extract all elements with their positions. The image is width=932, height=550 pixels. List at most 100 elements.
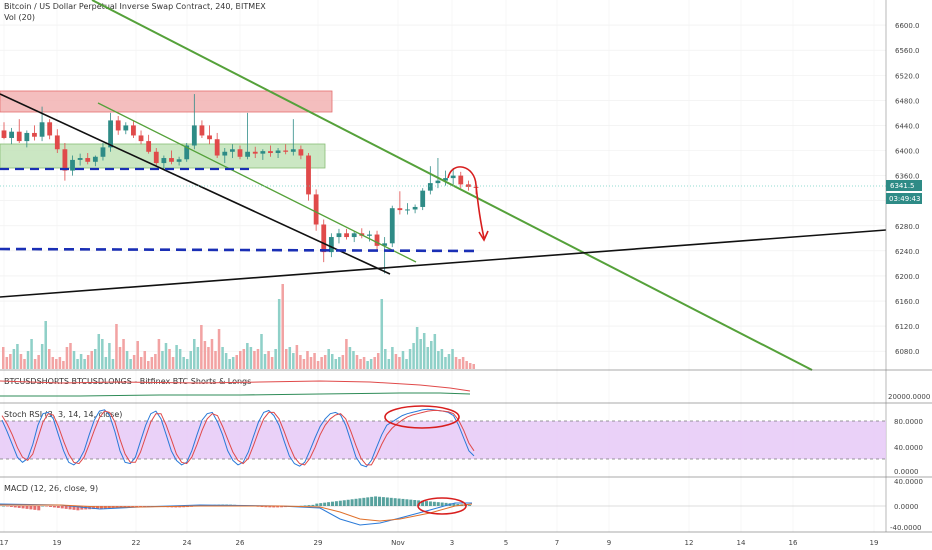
volume-bar — [83, 359, 86, 369]
volume-bar — [263, 354, 267, 369]
volume-bar — [200, 325, 203, 369]
macd-signal-line — [0, 503, 473, 522]
volume-bar — [175, 345, 178, 369]
volume-bar — [320, 357, 323, 369]
volume-bar — [415, 327, 419, 369]
volume-bar — [193, 339, 196, 369]
volume-bar — [72, 351, 76, 369]
volume-bar — [256, 349, 260, 369]
volume-bar — [62, 361, 65, 369]
shorts-longs-axis-label: 20000.0000 — [888, 393, 930, 401]
macd-axis-label-0: 0.0000 — [894, 503, 919, 511]
macd-histogram-bar — [13, 506, 17, 508]
volume-bar — [221, 347, 224, 369]
macd-histogram-bar — [56, 506, 60, 508]
volume-bar — [316, 361, 320, 369]
candle-body — [458, 175, 464, 185]
macd-histogram-bar — [41, 506, 45, 507]
macd-histogram-bar — [49, 506, 52, 507]
volume-bar — [433, 334, 437, 369]
red-arrow-head — [478, 230, 489, 242]
macd-histogram-bar — [468, 505, 472, 506]
volume-bar — [387, 359, 391, 369]
macd-histogram-bar — [268, 506, 272, 508]
macd-histogram-bar — [436, 502, 440, 506]
volume-bar — [210, 339, 214, 369]
macd-histogram-bar — [397, 498, 401, 506]
volume-bar — [422, 333, 426, 369]
stoch-rsi-title: Stoch RSI (3, 3, 14, 14, close) — [4, 410, 123, 419]
stoch-rsi-band — [0, 421, 886, 459]
candle-body — [389, 208, 395, 244]
volume-bar — [249, 347, 253, 369]
volume-bar — [341, 355, 345, 369]
macd-axis-label-40: 40.0000 — [894, 478, 923, 486]
macd-histogram-bar — [33, 506, 37, 510]
macd-histogram-bar — [2, 506, 5, 507]
candle-body — [77, 158, 83, 160]
volume-bar — [228, 359, 231, 369]
volume-bar — [373, 357, 376, 369]
candle-body — [344, 233, 349, 238]
volume-bar — [44, 321, 47, 369]
volume-bar — [405, 359, 408, 369]
volume-bar — [366, 361, 369, 369]
time-tick-label: 29 — [314, 539, 323, 547]
volume-bar — [37, 355, 40, 369]
macd-histogram-bar — [405, 499, 409, 506]
candle-body — [39, 122, 45, 137]
volume-bar — [101, 339, 104, 369]
price-tick-label: 6240.0 — [895, 248, 920, 256]
candle-body — [397, 208, 403, 211]
candle-body — [374, 234, 380, 246]
stoch-axis-label-0: 0.0000 — [894, 468, 919, 476]
volume-bar — [143, 351, 147, 369]
price-tick-label: 6400.0 — [895, 148, 920, 156]
countdown-value: 03:49:43 — [889, 195, 920, 203]
candle-body — [85, 158, 91, 162]
green-channel-line — [97, 102, 417, 263]
time-tick-label: 24 — [183, 539, 192, 547]
volume-bar — [157, 339, 161, 369]
candle-body — [24, 132, 30, 142]
volume-bar — [472, 364, 475, 369]
stoch-k-line — [1, 408, 475, 468]
macd-histogram-bar — [346, 499, 350, 506]
macd-histogram-bar — [432, 501, 436, 506]
candle-body — [100, 147, 106, 157]
volume-bar — [196, 347, 200, 369]
volume-bar — [362, 357, 366, 369]
macd-histogram-bar — [409, 499, 413, 506]
time-tick-label: 9 — [607, 539, 611, 547]
volume-bar — [154, 354, 157, 369]
time-axis: 17 19 22 24 26 29 Nov 3 5 7 9 12 14 16 19 — [0, 539, 878, 547]
volume-bar — [359, 359, 362, 369]
time-tick-label: 5 — [504, 539, 508, 547]
macd-histogram-bar — [260, 506, 264, 508]
blue-dashed-level-lower — [0, 247, 481, 253]
macd-histogram-bar — [327, 502, 331, 506]
volume-bar — [292, 353, 295, 369]
candle-body — [427, 183, 433, 191]
price-tick-label: 6480.0 — [895, 97, 920, 105]
volume-bar — [430, 341, 433, 369]
volume-bar — [352, 351, 355, 369]
macd-histogram-bar — [342, 500, 346, 506]
countdown-badge — [886, 193, 922, 204]
volume-bar — [122, 339, 125, 369]
macd-histogram-bar — [76, 506, 80, 511]
macd-histogram-bar — [21, 506, 25, 509]
candle-body — [199, 125, 205, 136]
volume-bar — [330, 354, 334, 369]
candle-body — [450, 175, 456, 179]
time-tick-label: 3 — [450, 539, 454, 547]
macd-histogram-bar — [52, 506, 56, 508]
volume-bar — [295, 345, 299, 369]
candle-body — [9, 131, 15, 138]
volume-bar — [419, 339, 422, 369]
volume-bar — [23, 359, 26, 369]
volume-bar — [207, 347, 210, 369]
volume-bar — [412, 343, 415, 369]
price-tick-label: 6600.0 — [895, 22, 920, 30]
